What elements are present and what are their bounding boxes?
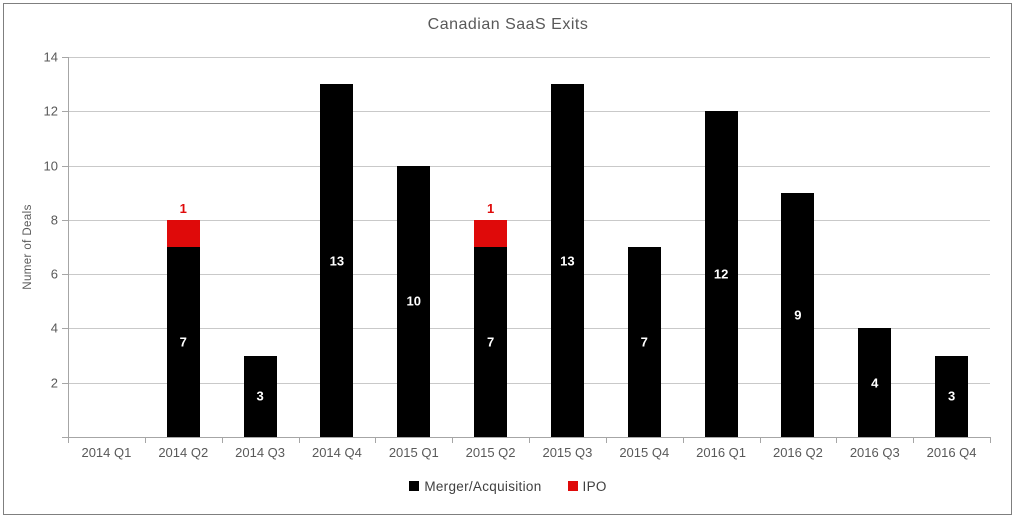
- gridline: [68, 57, 990, 58]
- chart-title: Canadian SaaS Exits: [427, 16, 589, 33]
- legend-swatch-ipo: [567, 481, 578, 491]
- x-axis-tick: [221, 437, 223, 443]
- x-axis-tick: [144, 437, 146, 443]
- x-tick-label: 2015 Q4: [619, 445, 670, 460]
- x-axis-tick: [682, 437, 684, 443]
- legend-label: IPO: [582, 478, 607, 494]
- bar-segment-merger-acquisition: [550, 84, 584, 437]
- y-tick-label: 10: [43, 158, 58, 174]
- x-axis-tick: [375, 437, 377, 443]
- x-axis-tick: [298, 437, 300, 443]
- y-tick-label: 14: [43, 49, 58, 65]
- x-axis-tick: [759, 437, 761, 443]
- gridline: [68, 328, 990, 330]
- bar-segment-ipo: [166, 219, 200, 247]
- y-axis-tick: [62, 382, 68, 384]
- x-tick-label: 2016 Q3: [849, 445, 900, 460]
- y-axis-tick: [62, 437, 68, 438]
- bar-segment-merger-acquisition: [474, 247, 508, 437]
- bar-segment-merger-acquisition: [397, 165, 431, 437]
- bar-segment-merger-acquisition: [858, 328, 892, 437]
- y-axis-tick: [62, 111, 68, 113]
- legend-item-ipo: IPO: [567, 478, 607, 494]
- y-tick-label: 8: [50, 212, 58, 228]
- bar-value-label: 7: [179, 334, 187, 350]
- x-tick-label: 2016 Q2: [772, 445, 823, 460]
- legend: Merger/Acquisition IPO: [0, 477, 1016, 495]
- x-tick-label: 2015 Q1: [388, 445, 439, 460]
- y-axis-line: [68, 57, 69, 437]
- gridline: [68, 274, 990, 276]
- x-tick-label: 2014 Q1: [81, 445, 132, 460]
- x-axis-tick: [452, 437, 454, 443]
- y-tick-label: 4: [50, 320, 58, 336]
- y-tick-label: 2: [50, 375, 58, 391]
- x-tick-label: 2016 Q1: [696, 445, 747, 460]
- x-axis-tick: [913, 437, 915, 443]
- y-axis-tick: [62, 219, 68, 221]
- bar-segment-ipo: [474, 219, 508, 247]
- y-axis-tick: [62, 274, 68, 276]
- bar-value-label: 7: [486, 334, 495, 350]
- x-axis-tick: [836, 437, 838, 443]
- bar-value-label: 3: [947, 388, 956, 404]
- bar-segment-merger-acquisition: [320, 84, 354, 437]
- y-tick-label: 12: [43, 103, 58, 119]
- legend-label: Merger/Acquisition: [424, 478, 542, 494]
- x-tick-label: 2015 Q3: [542, 445, 593, 460]
- x-tick-label: 2015 Q2: [465, 445, 516, 460]
- bar-segment-merger-acquisition: [243, 355, 277, 437]
- x-axis-tick: [529, 437, 530, 443]
- bar-value-label: 4: [871, 375, 879, 391]
- bar-value-label: 7: [640, 334, 648, 350]
- x-tick-label: 2014 Q2: [158, 445, 209, 460]
- y-axis-tick: [62, 328, 68, 330]
- bar-segment-merger-acquisition: [166, 247, 200, 437]
- x-axis-tick: [605, 437, 607, 443]
- gridline: [68, 111, 990, 113]
- bar-value-label: 12: [713, 266, 729, 282]
- y-axis-tick: [62, 57, 68, 58]
- bar-value-label: 10: [406, 293, 421, 309]
- bar-segment-merger-acquisition: [627, 247, 661, 437]
- y-tick-label: 6: [50, 266, 58, 282]
- gridline: [68, 382, 990, 384]
- x-tick-label: 2014 Q4: [311, 445, 362, 460]
- bar-segment-merger-acquisition: [935, 355, 969, 437]
- x-axis-tick: [68, 437, 69, 443]
- bar-value-label: 13: [329, 253, 345, 269]
- bar-value-label-ipo: 1: [179, 200, 187, 216]
- bar-segment-merger-acquisition: [704, 111, 738, 437]
- bar-value-label: 3: [256, 388, 264, 404]
- legend-item-merger-acquisition: Merger/Acquisition: [409, 479, 541, 494]
- legend-swatch-merger-acquisition: [409, 481, 420, 491]
- bar-value-label-ipo: 1: [486, 200, 495, 216]
- gridline: [68, 219, 990, 221]
- x-axis-tick: [990, 437, 991, 443]
- chart-border-frame: [3, 3, 1012, 515]
- bar-value-label: 9: [794, 307, 802, 323]
- y-axis-tick: [62, 165, 68, 167]
- bar-segment-merger-acquisition: [781, 192, 815, 437]
- gridline: [68, 165, 990, 167]
- bar-value-label: 13: [560, 253, 575, 269]
- x-tick-label: 2014 Q3: [235, 445, 286, 460]
- x-tick-label: 2016 Q4: [926, 445, 977, 460]
